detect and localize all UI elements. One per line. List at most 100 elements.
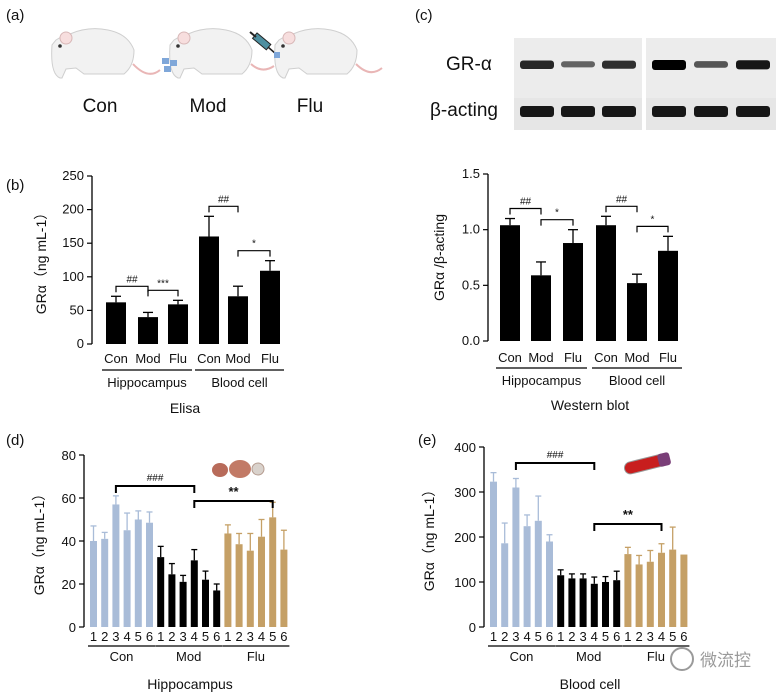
bar: [138, 317, 158, 344]
bar: [168, 304, 188, 344]
significance-label: ###: [147, 473, 164, 484]
bar: [531, 275, 551, 341]
bar: [658, 250, 678, 341]
y-axis-label: GRα（ng mL-1）: [421, 483, 437, 591]
group-label-mod: Mod: [190, 96, 227, 117]
x-tick-label: 5: [269, 629, 276, 644]
bar: [680, 554, 688, 627]
significance-bracket: [605, 205, 638, 213]
category-label: Mod: [135, 351, 160, 366]
y-tick-label: 100: [454, 575, 476, 590]
bar: [228, 296, 248, 344]
panel-d-label: (d): [6, 432, 24, 449]
bar: [202, 579, 209, 627]
significance-label: ***: [157, 278, 169, 289]
x-tick-label: 6: [146, 629, 153, 644]
y-tick-label: 0.5: [462, 277, 480, 292]
beta-acting-band: [652, 106, 686, 117]
y-tick-label: 0: [469, 620, 476, 635]
y-tick-label: 40: [62, 534, 76, 549]
significance-bracket: [193, 500, 274, 508]
panel-b-label: (b): [6, 177, 24, 194]
bar: [579, 578, 587, 627]
y-tick-label: 20: [62, 577, 76, 592]
y-tick-label: 1.0: [462, 222, 480, 237]
beta-acting-band: [694, 106, 728, 117]
mouse-mod-icon: [162, 28, 275, 79]
bar: [500, 225, 520, 341]
watermark-text: 微流控: [700, 651, 751, 670]
x-axis-label: Hippocampus: [147, 676, 233, 692]
mouse-flu-icon: [274, 28, 383, 79]
gr-alpha-band: [694, 61, 728, 68]
category-label: Flu: [659, 350, 677, 365]
y-axis-label: GRα /β-acting: [431, 214, 447, 301]
x-tick-label: 1: [157, 629, 164, 644]
x-tick-label: 4: [658, 629, 665, 644]
x-tick-label: 5: [602, 629, 609, 644]
category-label: Con: [104, 351, 128, 366]
bar: [490, 481, 497, 627]
significance-label: ##: [520, 197, 532, 208]
bar: [123, 530, 131, 627]
bar: [280, 549, 288, 627]
significance-label: **: [623, 507, 634, 522]
beta-acting-band: [736, 106, 770, 117]
category-label: Mod: [225, 351, 250, 366]
bar: [224, 533, 232, 627]
x-tick-label: 1: [490, 629, 497, 644]
beta-acting-band: [520, 106, 554, 117]
bar: [246, 550, 254, 627]
group-label: Mod: [576, 649, 601, 664]
category-label: Mod: [624, 350, 649, 365]
y-tick-label: 300: [454, 485, 476, 500]
x-tick-label: 4: [591, 629, 598, 644]
bar: [199, 236, 219, 344]
bar: [258, 536, 265, 627]
category-label: Flu: [169, 351, 187, 366]
x-tick-label: 1: [557, 629, 564, 644]
category-label: Mod: [528, 350, 553, 365]
x-tick-label: 5: [669, 629, 676, 644]
category-label: Con: [498, 350, 522, 365]
y-tick-label: 50: [70, 302, 84, 317]
watermark: 微流控: [670, 647, 751, 671]
x-tick-label: 5: [202, 629, 209, 644]
brain-tissue-icon: [212, 460, 265, 478]
bar: [260, 270, 280, 344]
x-tick-label: 5: [135, 629, 142, 644]
blot-gr-alpha-strip: [514, 38, 776, 98]
bar: [669, 549, 677, 627]
x-tick-label: 2: [501, 629, 508, 644]
y-tick-label: 400: [454, 440, 476, 455]
x-tick-label: 1: [90, 629, 97, 644]
panel-a-label: (a): [6, 7, 24, 24]
beta-acting-band: [602, 106, 636, 117]
bar: [179, 581, 187, 627]
x-tick-label: 5: [535, 629, 542, 644]
gr-alpha-band: [736, 60, 770, 70]
y-tick-label: 0: [77, 336, 84, 351]
category-label: Con: [197, 351, 221, 366]
bar: [613, 580, 621, 627]
bar: [157, 557, 165, 627]
x-tick-label: 2: [635, 629, 642, 644]
bar: [557, 575, 565, 627]
bar: [534, 520, 542, 627]
bar: [512, 487, 520, 627]
x-tick-label: 6: [680, 629, 687, 644]
beta-acting-band: [561, 106, 595, 117]
y-tick-label: 0: [69, 620, 76, 635]
significance-bracket: [509, 207, 542, 215]
gr-alpha-band: [520, 60, 554, 69]
bar: [112, 504, 120, 627]
bar: [568, 578, 576, 627]
x-axis-label: Elisa: [170, 400, 201, 416]
bar: [90, 541, 97, 627]
x-tick-label: 2: [168, 629, 175, 644]
mouse-con-icon: [51, 28, 161, 79]
gr-alpha-band: [561, 61, 595, 68]
